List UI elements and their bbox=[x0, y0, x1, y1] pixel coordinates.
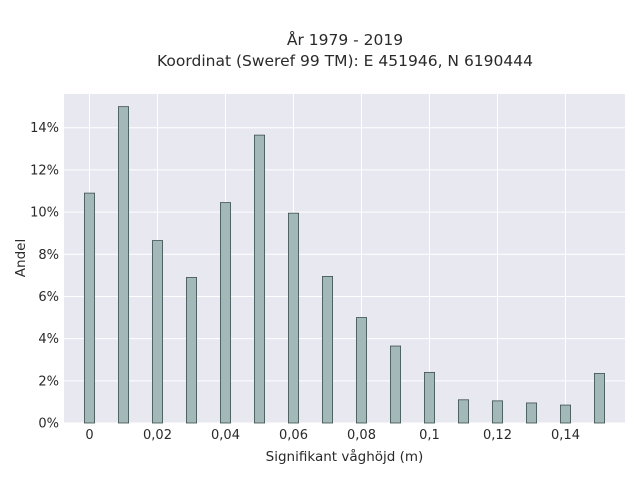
plot-background bbox=[64, 94, 625, 423]
bar bbox=[219, 202, 231, 424]
y-tick-label: 14% bbox=[30, 121, 59, 136]
bar bbox=[84, 192, 96, 424]
bar bbox=[389, 345, 401, 424]
x-tick-label: 0,08 bbox=[347, 428, 376, 443]
x-tick-label: 0,14 bbox=[551, 428, 580, 443]
bars bbox=[84, 106, 606, 424]
x-tick-label: 0,04 bbox=[211, 428, 240, 443]
x-tick-label: 0,12 bbox=[483, 428, 512, 443]
y-tick-label: 0% bbox=[38, 417, 59, 432]
bar bbox=[253, 134, 265, 424]
chart-title-line-1: År 1979 - 2019 bbox=[287, 30, 403, 49]
x-tick-label: 0 bbox=[85, 428, 93, 443]
y-tick-label: 2% bbox=[38, 374, 59, 389]
y-axis-label: Andel bbox=[13, 239, 29, 277]
bar bbox=[118, 106, 130, 424]
y-tick-label: 8% bbox=[38, 248, 59, 263]
bar bbox=[151, 240, 163, 424]
x-axis-ticks: 0 0,02 0,04 0,06 0,08 0,1 0,12 0,14 bbox=[85, 428, 580, 443]
y-tick-label: 12% bbox=[30, 163, 59, 178]
bar bbox=[560, 404, 572, 424]
x-tick-label: 0,06 bbox=[279, 428, 308, 443]
bar bbox=[321, 276, 333, 424]
y-tick-label: 4% bbox=[38, 332, 59, 347]
y-tick-label: 6% bbox=[38, 290, 59, 305]
x-tick-label: 0,02 bbox=[143, 428, 172, 443]
x-axis-label: Signifikant våghöjd (m) bbox=[266, 448, 424, 465]
bar bbox=[423, 371, 435, 424]
bar bbox=[185, 277, 197, 424]
y-axis-ticks: 0% 2% 4% 6% 8% 10% 12% 14% bbox=[30, 121, 59, 431]
bar bbox=[491, 400, 503, 424]
bar bbox=[526, 402, 538, 424]
chart-title-line-2: Koordinat (Sweref 99 TM): E 451946, N 61… bbox=[157, 52, 533, 70]
bar bbox=[457, 399, 469, 424]
bar bbox=[355, 317, 367, 424]
bar bbox=[287, 212, 299, 424]
y-tick-label: 10% bbox=[30, 206, 59, 221]
x-tick-label: 0,1 bbox=[419, 428, 440, 443]
bar bbox=[594, 373, 606, 424]
